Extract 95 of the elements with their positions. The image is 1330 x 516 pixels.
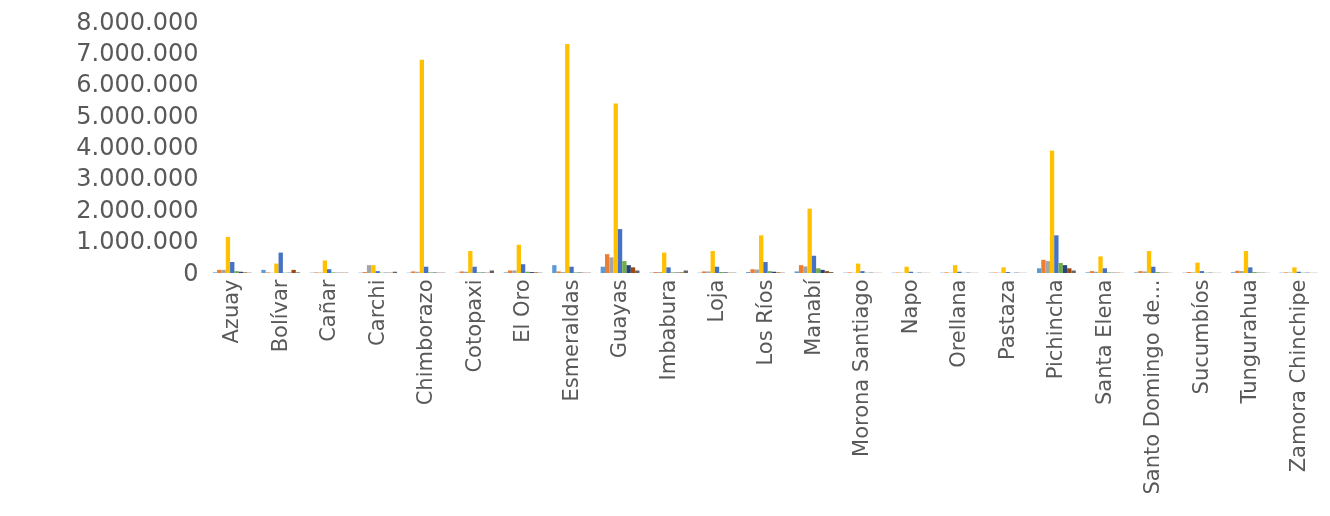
bar [1001, 267, 1006, 273]
bar [327, 269, 332, 273]
x-tick-label: Santa Elena [1091, 279, 1116, 405]
bar [371, 265, 376, 273]
x-tick-label: Pichincha [1043, 279, 1068, 380]
bar [666, 267, 671, 273]
y-tick-label: 2.000.000 [76, 195, 199, 224]
y-tick-label: 7.000.000 [76, 38, 199, 67]
bar [508, 270, 513, 273]
bar [516, 244, 521, 273]
bar [816, 268, 821, 273]
y-tick-label: 6.000.000 [76, 70, 199, 99]
bar [609, 257, 614, 273]
bar [803, 266, 808, 273]
x-tick-label: Cotopaxi [461, 279, 486, 373]
x-tick-label: Los Ríos [752, 279, 777, 366]
bar [569, 266, 574, 273]
x-tick-label: Santo Domingo de... [1140, 279, 1165, 495]
bar [1243, 251, 1249, 273]
bar [811, 255, 817, 273]
bar [1071, 270, 1076, 273]
x-tick-label: Morona Santiago [849, 279, 874, 457]
bar [468, 251, 473, 273]
x-tick-label: El Oro [510, 279, 535, 343]
bar [489, 270, 495, 273]
bar [710, 251, 715, 273]
bar [1054, 235, 1059, 273]
bar [635, 270, 640, 273]
bar [1098, 256, 1103, 273]
y-tick-label: 5.000.000 [76, 101, 199, 130]
bar [278, 252, 283, 273]
bar [419, 59, 424, 273]
bar [1146, 251, 1152, 273]
bar [904, 266, 909, 273]
bar [520, 264, 526, 273]
x-tick-label: Cañar [316, 279, 341, 342]
bar [565, 43, 570, 273]
bar [1102, 268, 1107, 273]
x-tick-label: Napo [897, 279, 922, 335]
bar [1058, 262, 1063, 273]
bar [820, 269, 825, 273]
y-tick-label: 8.000.000 [76, 7, 199, 36]
bar [230, 262, 235, 273]
bar [763, 262, 768, 273]
bar [622, 261, 627, 273]
y-tick-label: 0 [183, 258, 199, 287]
bar [366, 265, 372, 273]
bar [225, 236, 231, 273]
bar [261, 269, 266, 273]
x-tick-label: Azuay [219, 279, 244, 344]
x-tick-label: Manabí [800, 278, 825, 356]
x-tick-label: Pastaza [994, 279, 1019, 361]
x-tick-label: Guayas [607, 279, 632, 359]
bar [1036, 268, 1042, 273]
x-tick-label: Imbabura [655, 279, 680, 381]
bar [750, 269, 755, 273]
bar [626, 265, 631, 273]
bar [662, 252, 667, 273]
bar [512, 270, 517, 273]
y-tick-label: 1.000.000 [76, 227, 199, 256]
bar [1067, 268, 1072, 273]
bar [798, 265, 804, 273]
bar [1041, 259, 1046, 273]
x-tick-label: Zamora Chinchipe [1285, 279, 1310, 473]
x-tick-label: Bolívar [267, 279, 292, 353]
bar [1292, 267, 1297, 273]
bar [683, 270, 688, 273]
x-tick-label: Orellana [946, 279, 971, 368]
bar [617, 229, 623, 273]
bar [952, 265, 958, 273]
bar [1235, 270, 1240, 273]
bar [1195, 262, 1200, 273]
bar [1248, 267, 1253, 273]
bar [604, 254, 610, 273]
x-tick-label: Loja [704, 279, 729, 323]
bar [472, 266, 477, 273]
bar [291, 269, 296, 273]
bar [221, 269, 226, 273]
bar [759, 235, 764, 273]
bar [1062, 265, 1068, 273]
y-tick-label: 3.000.000 [76, 164, 199, 193]
bar [1045, 261, 1050, 273]
bar [630, 267, 636, 273]
bar [1049, 150, 1055, 273]
bar [552, 265, 557, 273]
x-tick-label: Sucumbíos [1188, 279, 1213, 395]
x-tick-label: Carchi [364, 279, 389, 346]
y-tick-label: 4.000.000 [76, 133, 199, 161]
x-tick-label: Esmeraldas [558, 279, 583, 402]
x-tick-label: Chimborazo [413, 279, 438, 406]
bar [613, 103, 618, 273]
bar [274, 263, 279, 273]
bar [807, 208, 812, 273]
x-tick-label: Tungurahua [1237, 279, 1262, 405]
bar [322, 260, 328, 273]
